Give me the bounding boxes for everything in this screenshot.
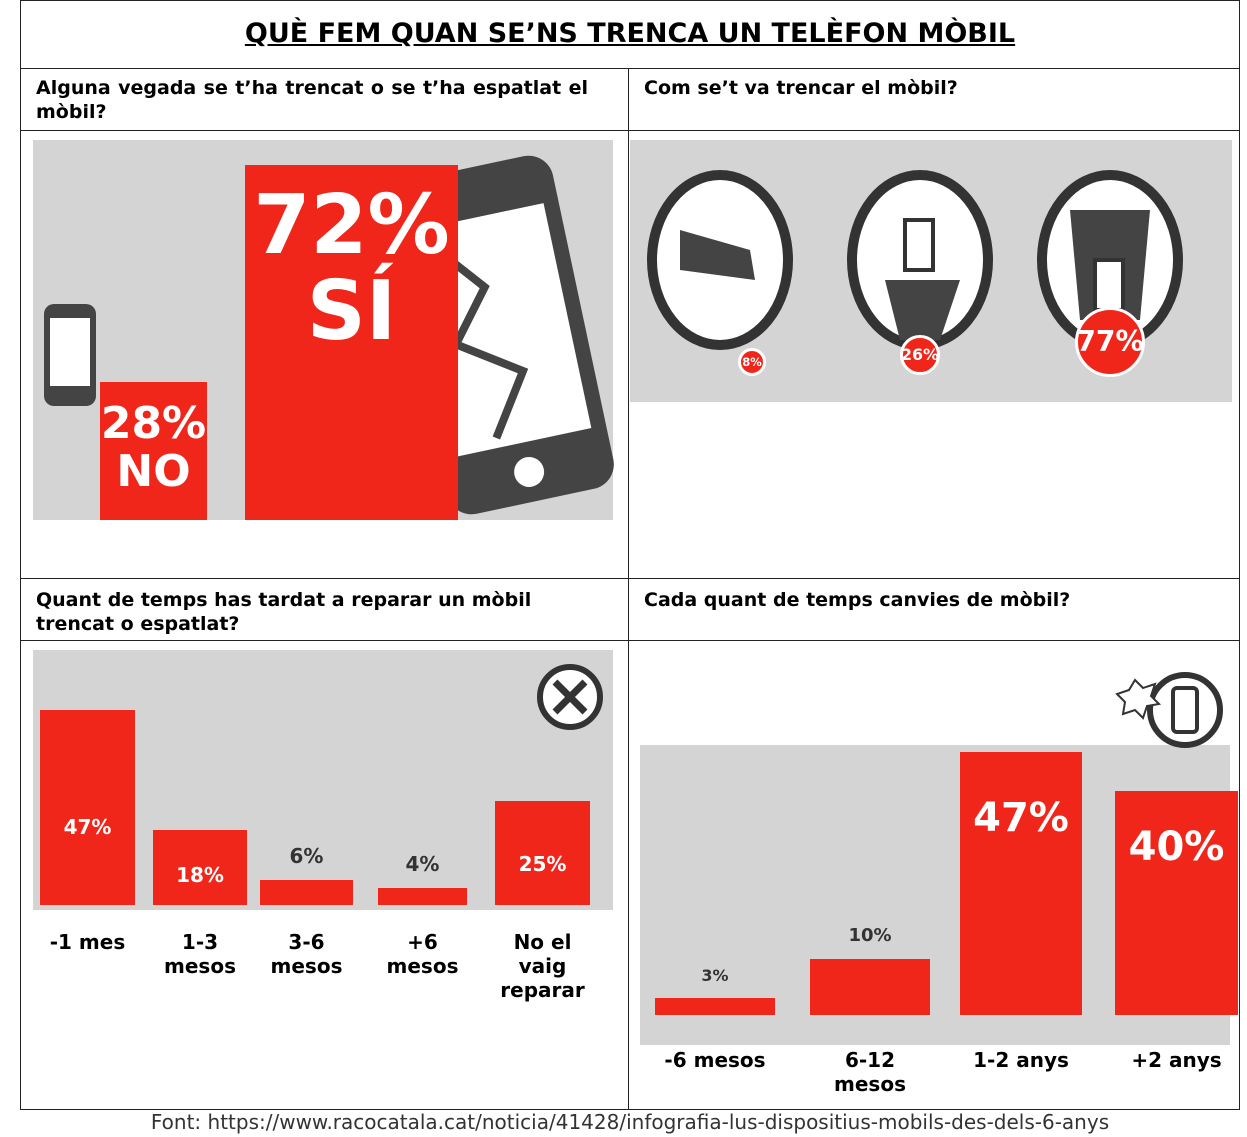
value-label: 3% bbox=[655, 968, 775, 984]
value-label: 6% bbox=[260, 846, 353, 866]
category-label: -6 mesos bbox=[655, 1048, 775, 1072]
rule bbox=[20, 68, 1240, 69]
category-label: No el vaig reparar bbox=[495, 930, 590, 1002]
category-label: 3-6 mesos bbox=[260, 930, 353, 978]
category-label: 1-2 anys bbox=[960, 1048, 1082, 1072]
value-label: 8% bbox=[738, 356, 767, 369]
rule bbox=[20, 130, 1240, 131]
bar bbox=[378, 888, 467, 905]
category-label: -1 mes bbox=[40, 930, 135, 954]
tools-icon bbox=[530, 662, 610, 732]
bar bbox=[810, 959, 930, 1015]
category-label: NO bbox=[100, 450, 207, 494]
rule bbox=[20, 578, 1240, 579]
value-label: 40% bbox=[1115, 827, 1238, 867]
value-label: 18% bbox=[153, 865, 247, 885]
value-label: 47% bbox=[40, 817, 135, 837]
category-label: SÍ bbox=[245, 271, 458, 353]
question: Alguna vegada se t’ha trencat o se t’ha … bbox=[22, 70, 602, 130]
bar bbox=[655, 998, 775, 1015]
question: Quant de temps has tardat a reparar un m… bbox=[22, 582, 602, 642]
category-label: 1-3 mesos bbox=[153, 930, 247, 978]
title: QUÈ FEM QUAN SE’NS TRENCA UN TELÈFON MÒB… bbox=[20, 18, 1240, 49]
value-label: 4% bbox=[378, 854, 467, 874]
category-label: 6-12 mesos bbox=[810, 1048, 930, 1096]
phone-icon bbox=[40, 300, 100, 410]
value-label: 28% bbox=[100, 402, 207, 446]
new-phone-icon bbox=[1115, 670, 1225, 750]
value-label: 47% bbox=[960, 798, 1082, 838]
rule bbox=[628, 68, 629, 1110]
value-label: 26% bbox=[900, 346, 940, 364]
value-label: 77% bbox=[1075, 326, 1145, 358]
bar bbox=[260, 880, 353, 905]
value-label: 10% bbox=[810, 927, 930, 945]
bar bbox=[40, 710, 135, 905]
bar bbox=[960, 752, 1082, 1015]
value-label: 72% bbox=[245, 185, 458, 267]
category-label: +2 anys bbox=[1115, 1048, 1238, 1072]
page: QUÈ FEM QUAN SE’NS TRENCA UN TELÈFON MÒB… bbox=[0, 0, 1247, 1137]
question: Cada quant de temps canvies de mòbil? bbox=[630, 582, 1230, 618]
category-label: +6 mesos bbox=[378, 930, 467, 978]
question: Com se’t va trencar el mòbil? bbox=[630, 70, 1230, 106]
value-label: 25% bbox=[495, 854, 590, 874]
source: Font: https://www.racocatala.cat/noticia… bbox=[20, 1110, 1240, 1134]
